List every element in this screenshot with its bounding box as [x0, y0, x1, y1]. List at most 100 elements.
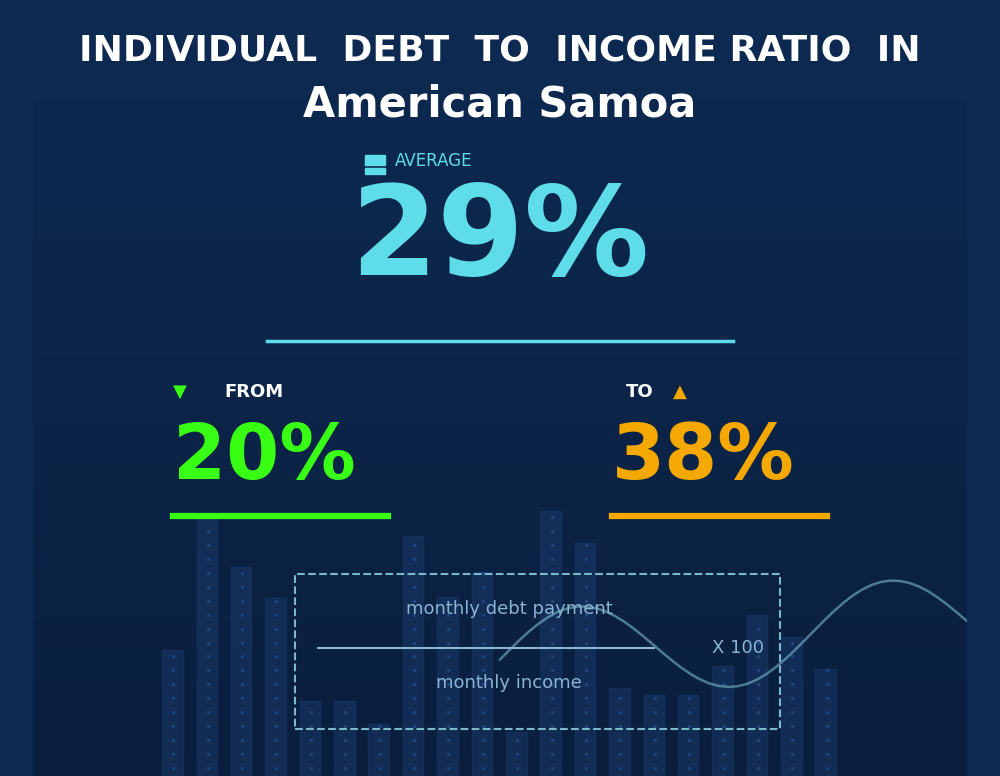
Bar	[33, 411, 967, 419]
Text: TO: TO	[626, 383, 654, 401]
Bar	[506, 733, 527, 776]
Bar	[162, 650, 183, 776]
Bar	[33, 163, 967, 171]
Bar	[33, 303, 967, 310]
Bar	[403, 535, 423, 776]
Bar	[33, 551, 967, 559]
Bar	[33, 109, 967, 116]
Bar	[33, 186, 967, 194]
Bar	[33, 241, 967, 248]
Bar	[33, 62, 967, 70]
Bar	[644, 695, 664, 776]
Bar	[33, 644, 967, 652]
Text: INDIVIDUAL  DEBT  TO  INCOME RATIO  IN: INDIVIDUAL DEBT TO INCOME RATIO IN	[79, 33, 921, 68]
Bar	[33, 31, 967, 39]
Bar	[33, 116, 967, 124]
Bar	[33, 450, 967, 458]
Bar	[33, 404, 967, 411]
Bar	[33, 497, 967, 504]
Bar	[747, 615, 767, 776]
Bar	[33, 753, 967, 760]
Bar	[33, 481, 967, 489]
Bar	[33, 357, 967, 365]
Bar	[781, 636, 802, 776]
Bar	[33, 178, 967, 186]
Bar	[33, 16, 967, 23]
Bar	[300, 701, 320, 776]
Bar	[33, 272, 967, 279]
Bar	[33, 435, 967, 442]
Bar	[33, 372, 967, 380]
Bar	[33, 54, 967, 62]
Bar	[33, 535, 967, 543]
Text: 20%: 20%	[173, 421, 356, 495]
Text: 29%: 29%	[350, 180, 650, 301]
Bar	[265, 598, 286, 776]
Bar	[712, 667, 733, 776]
Bar	[33, 660, 967, 667]
Bar	[609, 688, 630, 776]
Bar	[33, 489, 967, 497]
Bar	[33, 621, 967, 629]
Bar	[33, 442, 967, 450]
Bar	[33, 590, 967, 598]
Bar	[33, 70, 967, 78]
Bar	[33, 194, 967, 202]
Bar	[197, 516, 217, 776]
Bar	[33, 210, 967, 217]
Bar	[33, 504, 967, 512]
Bar	[33, 39, 967, 47]
Bar	[33, 318, 967, 326]
Bar	[365, 168, 385, 174]
Text: X 100: X 100	[712, 639, 764, 657]
Bar	[368, 724, 389, 776]
Bar	[33, 248, 967, 256]
Bar	[472, 573, 492, 776]
Text: monthly income: monthly income	[436, 674, 582, 692]
Bar	[33, 760, 967, 768]
Bar	[540, 511, 561, 776]
Bar	[33, 745, 967, 753]
Bar	[33, 279, 967, 287]
Bar	[33, 675, 967, 683]
Bar	[33, 388, 967, 396]
Bar	[575, 543, 595, 776]
Bar	[33, 124, 967, 132]
Bar	[437, 598, 458, 776]
Text: American Samoa: American Samoa	[303, 84, 697, 126]
Bar	[33, 458, 967, 466]
Bar	[33, 225, 967, 233]
Bar	[33, 217, 967, 225]
Bar	[33, 396, 967, 404]
Text: AVERAGE: AVERAGE	[395, 152, 472, 171]
Bar	[33, 566, 967, 574]
Text: FROM: FROM	[225, 383, 284, 401]
Bar	[33, 155, 967, 163]
Bar	[33, 574, 967, 582]
Bar	[33, 691, 967, 698]
Bar	[33, 326, 967, 334]
Bar	[815, 670, 836, 776]
Bar	[33, 636, 967, 644]
Bar	[33, 466, 967, 473]
Bar	[33, 768, 967, 776]
Bar	[33, 85, 967, 93]
Bar	[33, 349, 967, 357]
Bar	[365, 155, 385, 165]
Bar	[33, 202, 967, 210]
Bar	[33, 419, 967, 427]
Bar	[33, 512, 967, 520]
Bar	[33, 132, 967, 140]
Bar	[33, 341, 967, 349]
Bar	[33, 737, 967, 745]
Text: monthly debt payment: monthly debt payment	[406, 600, 613, 618]
Bar	[334, 701, 355, 776]
Bar	[33, 47, 967, 54]
Text: ▲: ▲	[673, 383, 687, 401]
Bar	[33, 706, 967, 714]
Text: 38%: 38%	[612, 421, 795, 495]
Bar	[33, 23, 967, 31]
Bar	[33, 598, 967, 605]
Bar	[33, 683, 967, 691]
Bar	[33, 582, 967, 590]
